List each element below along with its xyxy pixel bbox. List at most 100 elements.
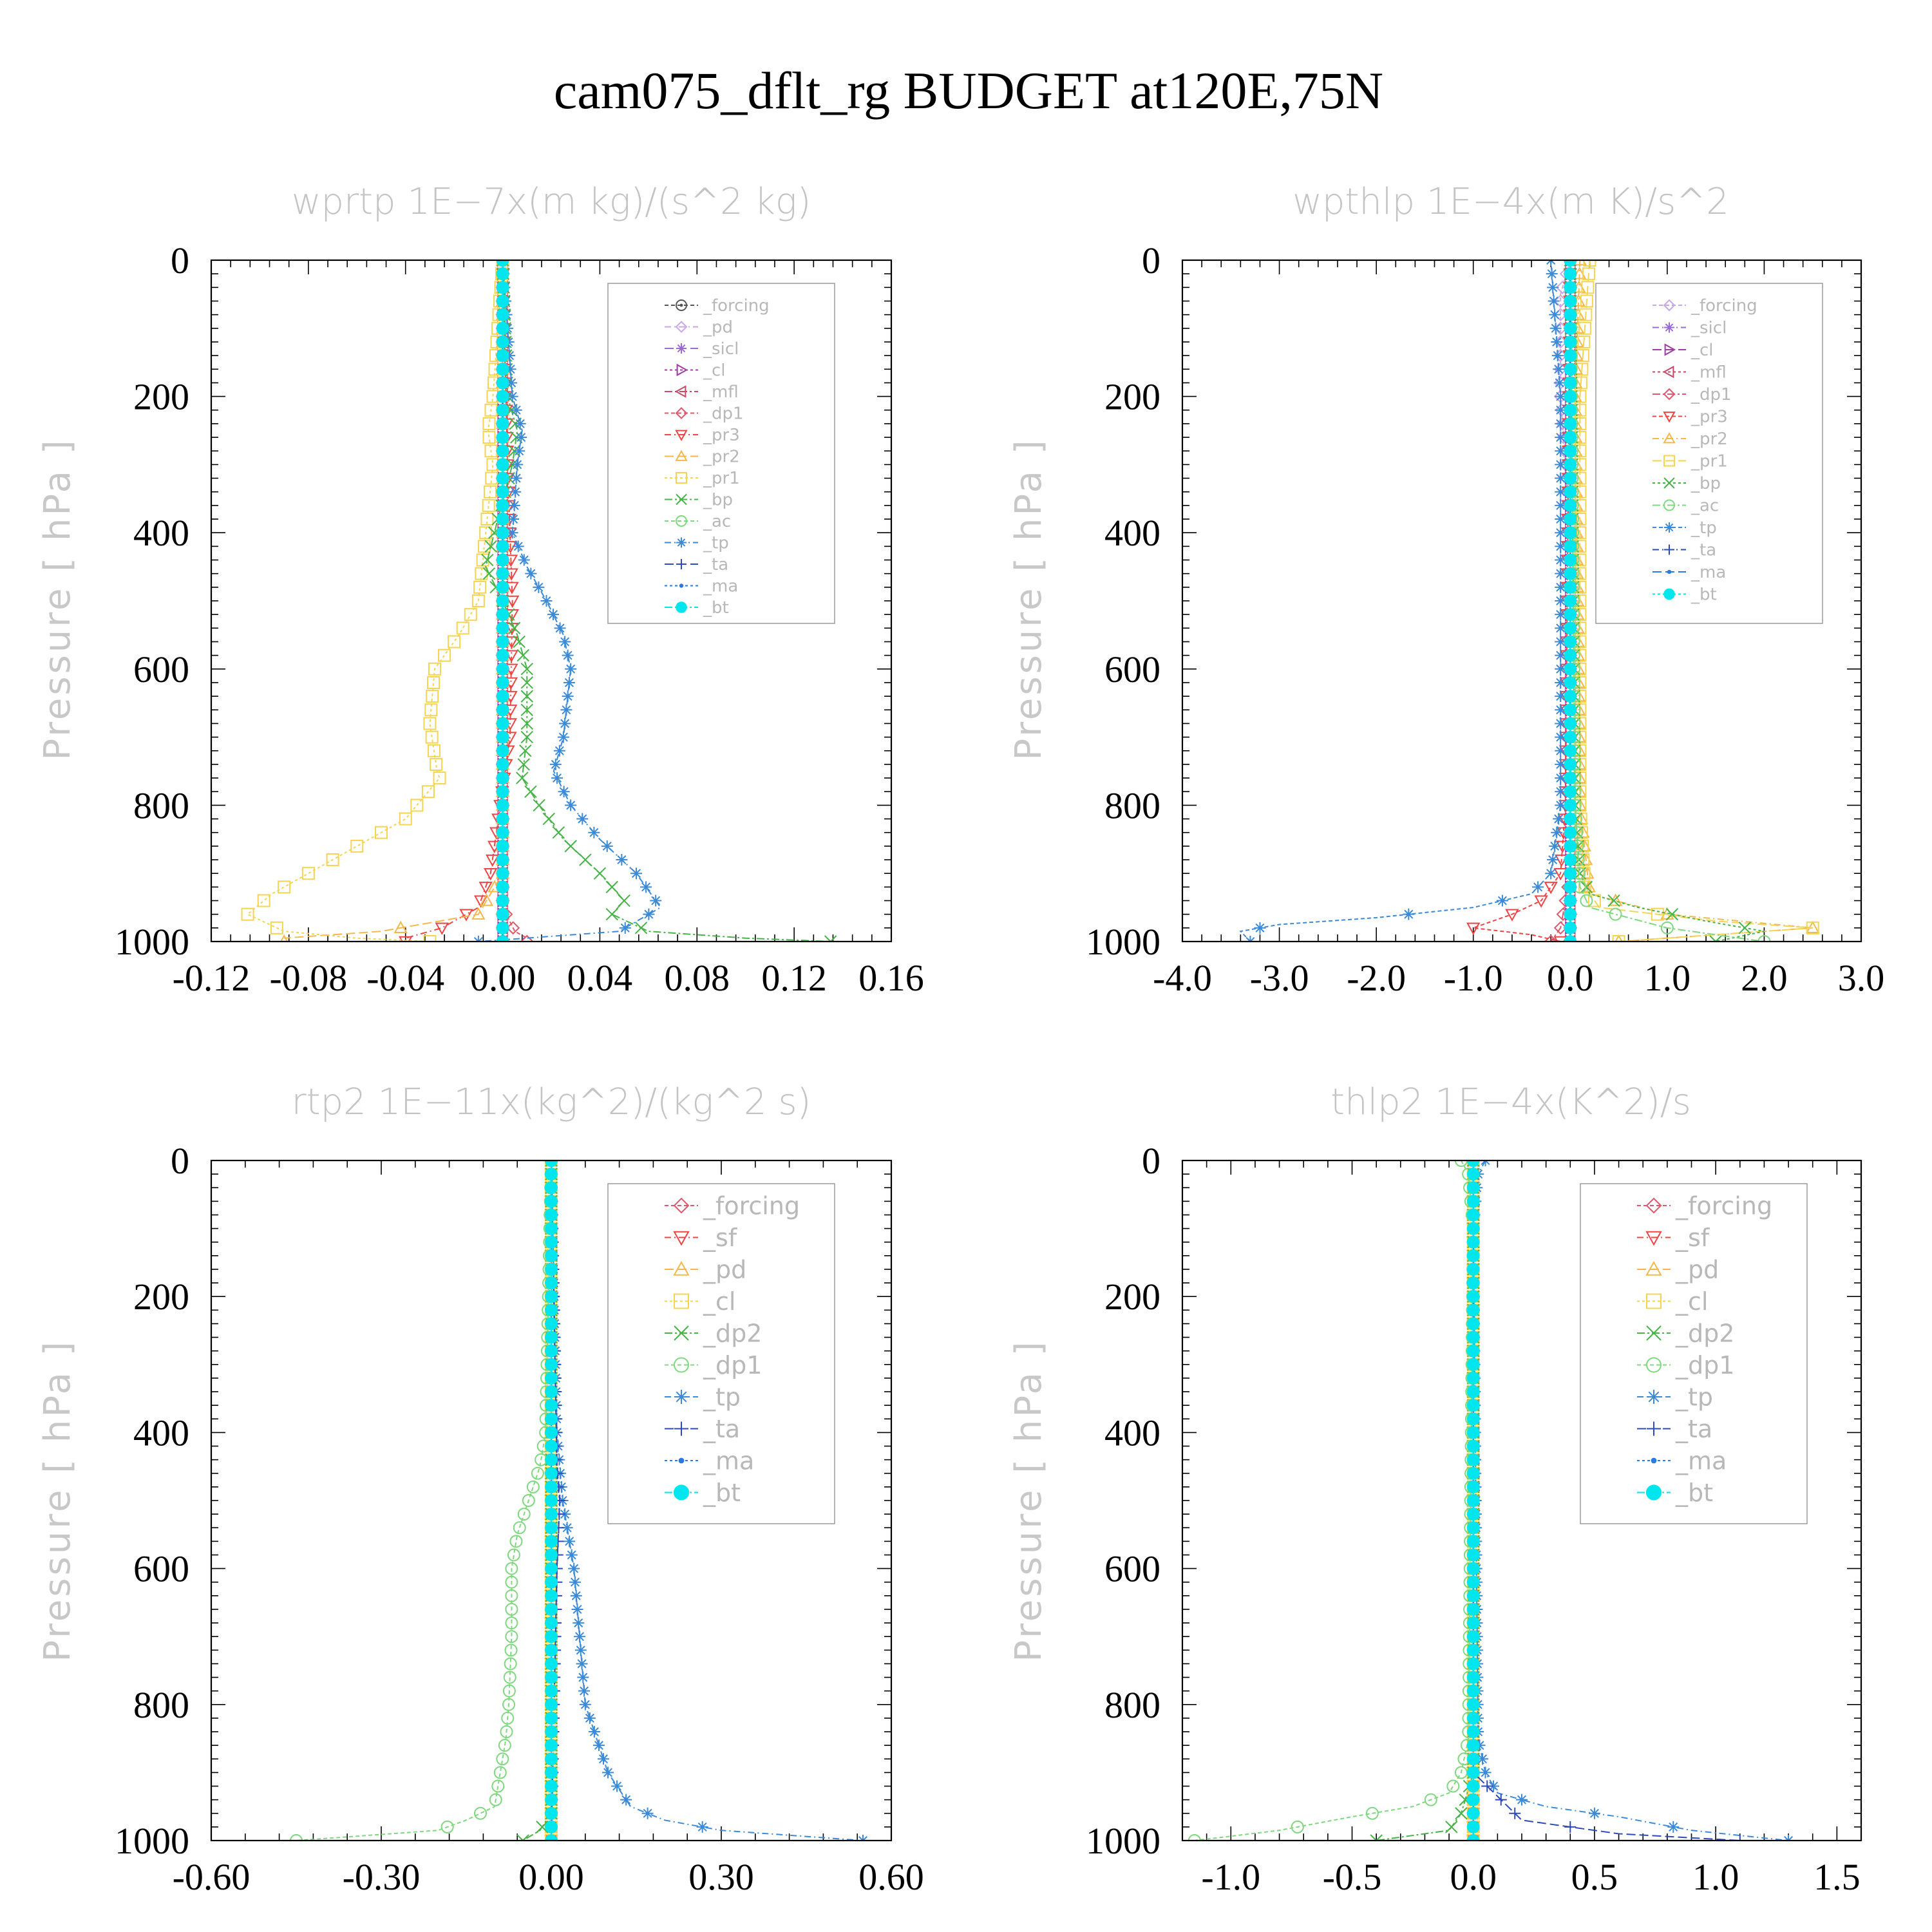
series-point: [421, 785, 435, 799]
series-point: [1607, 894, 1620, 907]
series-point: [1564, 336, 1577, 348]
series-point: [1545, 867, 1557, 880]
series-point: [1555, 690, 1567, 703]
legend-label: _ma: [1690, 563, 1726, 582]
series-point: [574, 1644, 587, 1656]
series-point: [545, 1168, 558, 1181]
series-point: [1564, 281, 1577, 294]
series-point: [496, 526, 509, 540]
series-point: [1553, 813, 1565, 825]
series-point: [545, 1372, 558, 1385]
series-point: [1495, 1794, 1507, 1806]
series-point: [278, 880, 291, 894]
legend-swatch-marker: [1663, 455, 1675, 467]
series-point: [1555, 744, 1567, 757]
series-point: [1564, 294, 1577, 308]
series-point: [514, 417, 526, 430]
series-point: [496, 730, 509, 744]
legend-item: _tp: [1653, 518, 1717, 538]
series-point: [545, 1616, 558, 1629]
series-point: [545, 1249, 558, 1262]
series-point: [496, 812, 509, 826]
series-point: [1555, 772, 1567, 784]
series-point: [641, 1807, 654, 1819]
series-point: [1466, 1630, 1480, 1643]
series-bt: [545, 1160, 558, 1841]
series-point: [479, 526, 493, 540]
x-tick-label: 2.0: [1741, 957, 1788, 999]
y-axis-label: Pressure [ hPa ]: [37, 1339, 79, 1662]
series-point: [520, 703, 533, 716]
legend-swatch-marker: [1664, 522, 1674, 533]
series-point: [1466, 1222, 1480, 1235]
series-point: [545, 1643, 558, 1657]
series-point: [1509, 1807, 1521, 1819]
series-point: [531, 1466, 544, 1480]
legend-swatch-marker: [1647, 1390, 1661, 1404]
series-point: [1564, 717, 1577, 730]
x-tick-label: -1.0: [1444, 957, 1503, 999]
series-point: [496, 294, 509, 308]
series-point: [565, 1549, 578, 1561]
series-point: [508, 499, 520, 511]
series-point: [504, 1657, 517, 1671]
y-tick-label: 1000: [115, 921, 189, 963]
legend-item: _forcing: [1637, 1191, 1772, 1220]
legend-item: _sicl: [665, 339, 739, 359]
series-point: [1555, 445, 1567, 457]
series-point: [1555, 540, 1567, 553]
chart-panel-3: rtp2 1E−11x(kg^2)/(kg^2 s) Pressure [ hPa…: [37, 1081, 924, 1898]
series-point: [1564, 513, 1577, 526]
plot-frame: [1181, 259, 1862, 943]
series-point: [496, 376, 509, 390]
series-point: [563, 676, 575, 688]
legend-swatch-marker: [674, 1390, 688, 1404]
series-point: [545, 1303, 558, 1317]
series-point: [1403, 908, 1415, 920]
legend-label: _tp: [1690, 518, 1717, 538]
series-point: [1564, 676, 1577, 689]
series-point: [448, 635, 461, 649]
series-point: [516, 649, 529, 662]
series-point: [545, 1276, 558, 1289]
series-pr1: [241, 260, 509, 942]
series-point: [545, 1317, 558, 1331]
series-point: [496, 458, 509, 471]
series-point: [1609, 907, 1622, 921]
legend-label: _forcing: [703, 296, 770, 316]
series-point: [496, 513, 509, 526]
legend-swatch-marker: [675, 407, 688, 419]
legend-label: _dp2: [1675, 1319, 1734, 1347]
series-point: [506, 527, 518, 539]
series-point: [545, 1548, 558, 1562]
legend-item: _pd: [1637, 1255, 1719, 1283]
legend-item: _ma: [665, 1446, 754, 1475]
legend-swatch-marker: [673, 1197, 690, 1214]
series-point: [545, 1331, 558, 1344]
series-point: [459, 909, 473, 922]
series-point: [1466, 1712, 1480, 1725]
series-point: [496, 608, 509, 621]
legend-swatch-marker: [1646, 1293, 1662, 1309]
legend-item: _pr1: [665, 469, 740, 488]
series-line: [1569, 260, 1765, 942]
series-point: [545, 1806, 558, 1820]
legend-item: _forcing: [665, 1191, 800, 1220]
series-point: [496, 649, 509, 662]
legend-label: _pr1: [1690, 452, 1728, 471]
series-point: [476, 553, 489, 567]
series-point: [1651, 907, 1664, 921]
series-point: [1580, 880, 1593, 894]
series-point: [605, 880, 618, 894]
series-point: [241, 907, 254, 921]
series-point: [270, 921, 283, 934]
series-point: [513, 1521, 526, 1535]
legend: _forcing _sicl _cl _mfl _dp1 _pr3 _pr2 _pr1 _bp _…: [1595, 283, 1823, 624]
series-point: [496, 758, 509, 771]
legend-item: _ta: [665, 555, 728, 574]
series-point: [1564, 267, 1577, 281]
series-point: [505, 1562, 518, 1575]
series-point: [471, 907, 486, 920]
series-point: [1564, 894, 1577, 907]
series-point: [1466, 1372, 1480, 1385]
